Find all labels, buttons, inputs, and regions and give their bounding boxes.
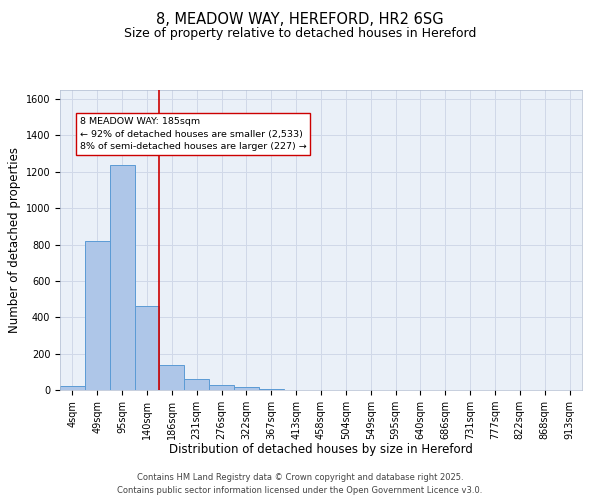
X-axis label: Distribution of detached houses by size in Hereford: Distribution of detached houses by size … <box>169 444 473 456</box>
Bar <box>60 386 85 390</box>
Bar <box>259 388 284 390</box>
Bar <box>134 306 160 390</box>
Bar <box>85 241 110 390</box>
Text: 8 MEADOW WAY: 185sqm
← 92% of detached houses are smaller (2,533)
8% of semi-det: 8 MEADOW WAY: 185sqm ← 92% of detached h… <box>80 118 307 152</box>
Text: Contains HM Land Registry data © Crown copyright and database right 2025.
Contai: Contains HM Land Registry data © Crown c… <box>118 473 482 495</box>
Bar <box>160 366 184 390</box>
Bar <box>184 380 209 390</box>
Bar <box>234 388 259 390</box>
Text: Size of property relative to detached houses in Hereford: Size of property relative to detached ho… <box>124 28 476 40</box>
Text: 8, MEADOW WAY, HEREFORD, HR2 6SG: 8, MEADOW WAY, HEREFORD, HR2 6SG <box>156 12 444 28</box>
Bar <box>110 164 134 390</box>
Y-axis label: Number of detached properties: Number of detached properties <box>8 147 22 333</box>
Bar <box>209 386 234 390</box>
